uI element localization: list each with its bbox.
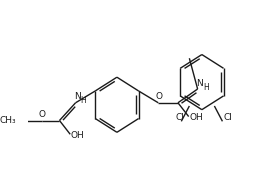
Text: Cl: Cl	[223, 113, 232, 122]
Text: H: H	[81, 96, 87, 105]
Text: N: N	[196, 79, 203, 88]
Text: O: O	[156, 92, 163, 101]
Text: OH: OH	[190, 113, 204, 122]
Text: CH₃: CH₃	[0, 116, 17, 125]
Text: H: H	[203, 83, 209, 91]
Text: O: O	[39, 110, 46, 119]
Text: Cl: Cl	[175, 113, 184, 122]
Text: N: N	[74, 92, 81, 101]
Text: OH: OH	[70, 131, 84, 140]
